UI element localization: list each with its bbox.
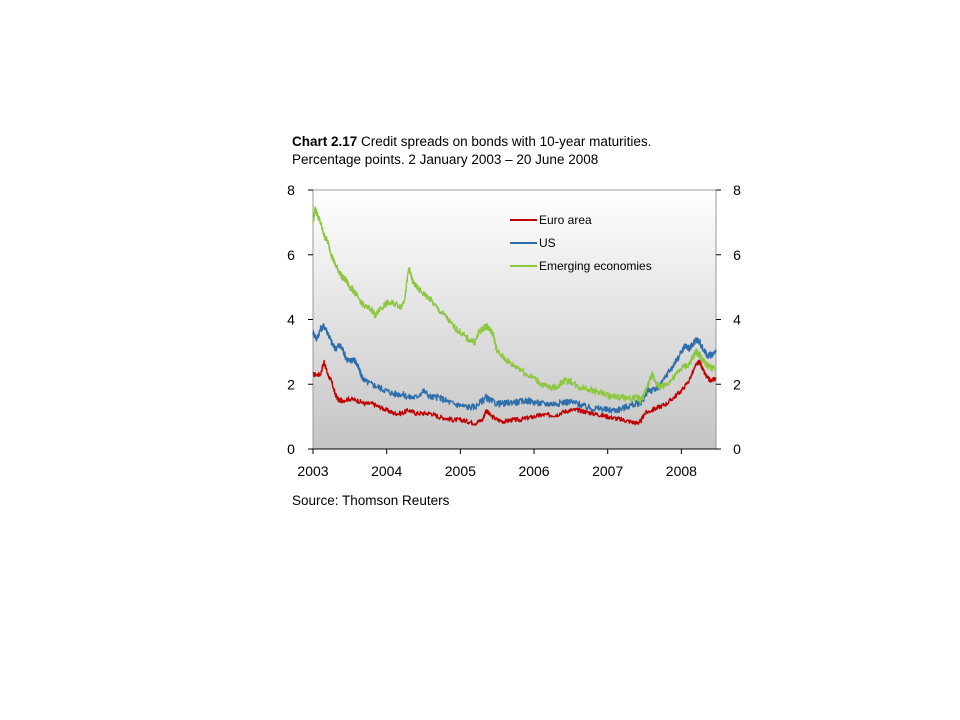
y-tick-label-right: 8 <box>733 182 741 198</box>
legend-label: Emerging economies <box>539 259 652 273</box>
y-tick-label-left: 0 <box>287 441 295 457</box>
y-tick-label-right: 2 <box>733 376 741 392</box>
x-tick-label: 2004 <box>371 463 402 479</box>
chart-number: Chart 2.17 <box>292 134 358 149</box>
x-tick-label: 2007 <box>592 463 623 479</box>
x-tick-label: 2005 <box>445 463 476 479</box>
series-line-euro-area <box>312 359 717 426</box>
y-tick-label-right: 4 <box>733 312 741 328</box>
source-note: Source: Thomson Reuters <box>292 493 450 508</box>
x-tick-label: 2006 <box>518 463 549 479</box>
y-tick-label-right: 0 <box>733 441 741 457</box>
y-tick-label-left: 8 <box>287 182 295 198</box>
y-tick-label-left: 4 <box>287 312 295 328</box>
legend-label: Euro area <box>539 213 592 227</box>
series-lines <box>312 206 717 426</box>
legend-label: US <box>539 236 556 250</box>
y-tick-label-right: 6 <box>733 247 741 263</box>
series-line-us <box>312 323 717 414</box>
chart-title: Chart 2.17 Credit spreads on bonds with … <box>292 133 752 169</box>
y-axis-right: 0 2 4 6 8 <box>716 182 741 457</box>
chart-title-line2: Percentage points. 2 January 2003 – 20 J… <box>292 152 599 167</box>
x-tick-label: 2003 <box>297 463 328 479</box>
y-tick-label-left: 2 <box>287 376 295 392</box>
y-axis-left: 0 2 4 6 8 <box>287 182 313 457</box>
series-line-emerging-economies <box>312 206 717 404</box>
y-tick-label-left: 6 <box>287 247 295 263</box>
chart-title-line1: Credit spreads on bonds with 10-year mat… <box>361 134 652 149</box>
legend: Euro area US Emerging economies <box>510 213 652 273</box>
x-tick-label: 2008 <box>666 463 697 479</box>
x-axis: 2003 2004 2005 2006 2007 2008 <box>297 448 716 479</box>
